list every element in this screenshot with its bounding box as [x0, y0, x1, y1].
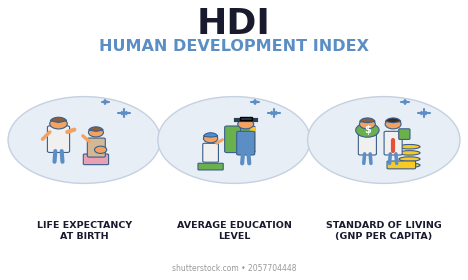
FancyBboxPatch shape — [399, 129, 410, 139]
Wedge shape — [386, 118, 401, 123]
Ellipse shape — [158, 97, 310, 183]
Text: LIFE EXPECTANCY: LIFE EXPECTANCY — [37, 221, 132, 230]
Text: LEVEL: LEVEL — [218, 232, 250, 241]
FancyBboxPatch shape — [47, 126, 70, 153]
Circle shape — [359, 119, 375, 129]
Circle shape — [385, 119, 401, 129]
FancyBboxPatch shape — [198, 163, 223, 170]
Circle shape — [95, 146, 107, 153]
Text: STANDARD OF LIVING: STANDARD OF LIVING — [326, 221, 442, 230]
Text: AT BIRTH: AT BIRTH — [60, 232, 109, 241]
FancyBboxPatch shape — [88, 138, 105, 157]
Circle shape — [50, 118, 67, 129]
Text: (GNP PER CAPITA): (GNP PER CAPITA) — [335, 232, 432, 241]
Text: HDI: HDI — [197, 7, 271, 41]
Wedge shape — [89, 127, 103, 131]
FancyBboxPatch shape — [203, 143, 219, 162]
Text: AVERAGE EDUCATION: AVERAGE EDUCATION — [176, 221, 292, 230]
FancyBboxPatch shape — [83, 154, 109, 165]
Ellipse shape — [8, 97, 161, 183]
Wedge shape — [50, 117, 67, 123]
Text: HUMAN DEVELOPMENT INDEX: HUMAN DEVELOPMENT INDEX — [99, 39, 369, 54]
Circle shape — [356, 123, 379, 137]
FancyBboxPatch shape — [387, 161, 416, 169]
FancyBboxPatch shape — [384, 131, 402, 155]
FancyBboxPatch shape — [358, 131, 376, 155]
Ellipse shape — [399, 144, 420, 149]
Circle shape — [88, 128, 103, 137]
Wedge shape — [360, 118, 375, 123]
Wedge shape — [204, 133, 218, 137]
FancyBboxPatch shape — [240, 117, 252, 120]
Circle shape — [238, 119, 254, 129]
FancyBboxPatch shape — [237, 131, 255, 155]
Ellipse shape — [399, 151, 420, 155]
Ellipse shape — [399, 157, 420, 161]
Ellipse shape — [307, 97, 460, 183]
FancyBboxPatch shape — [225, 126, 255, 153]
Ellipse shape — [399, 163, 420, 167]
Circle shape — [204, 134, 218, 143]
Text: shutterstock.com • 2057704448: shutterstock.com • 2057704448 — [172, 264, 296, 273]
Text: $: $ — [364, 125, 371, 135]
